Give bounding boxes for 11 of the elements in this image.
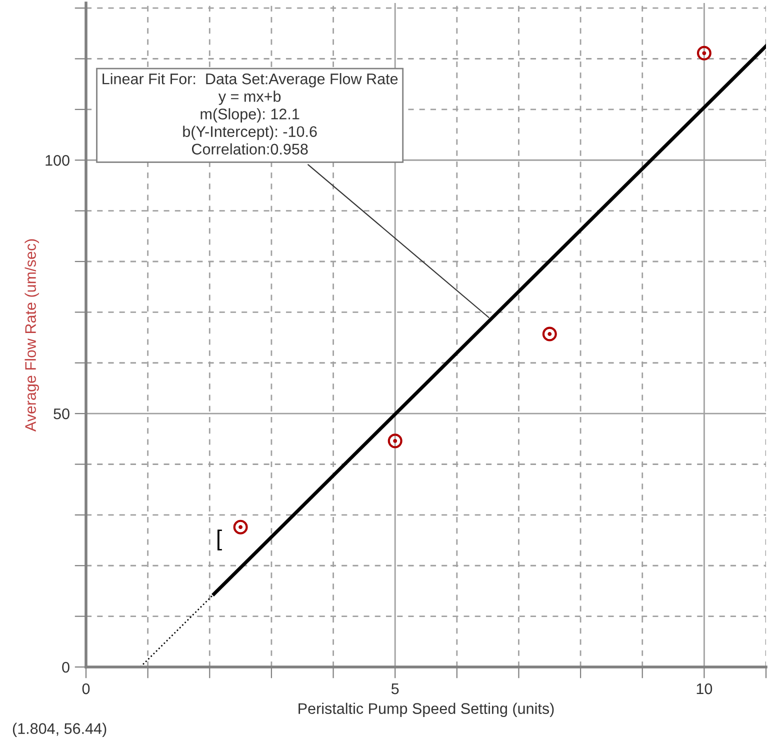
text: (1.804, 56.44) (12, 722, 106, 737)
x-tick-label: 0 (82, 683, 90, 694)
y-axis-title: Average Flow Rate (um/sec) (24, 239, 39, 432)
x-axis-title: Peristaltic Pump Speed Setting (units) (298, 702, 554, 718)
y-tick-label: 100 (46, 154, 70, 166)
annotation: [ (217, 530, 222, 550)
annotation: Linear Fit For: Data Set:Average Flow Rate y = mx+b m(Slope): 12.1 b(Y-Intercept): -10.6 Correlation:0.958 (102, 73, 398, 155)
y-tick-label: 0 (62, 662, 70, 673)
x-tick-label: 10 (696, 683, 712, 694)
x-tick-label: 5 (391, 684, 399, 694)
y-tick-label: 50 (54, 408, 70, 420)
